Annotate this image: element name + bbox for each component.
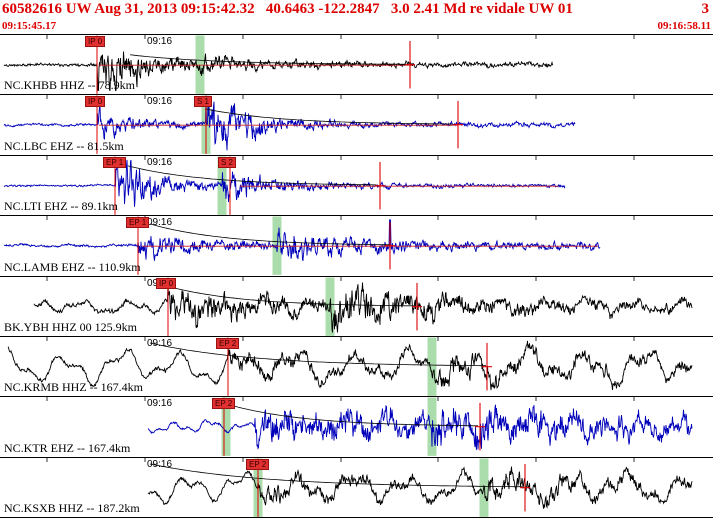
coda-decay-curve [149, 342, 486, 366]
coda-decay-curve [204, 108, 453, 125]
coda-decay-curve [129, 54, 406, 65]
minute-label: 09:16 [147, 36, 173, 47]
pick-flag[interactable]: EP 2 [246, 458, 270, 470]
waveform-trace[interactable] [147, 404, 693, 451]
minute-label: 09:16 [147, 458, 173, 470]
coda-decay-curve [169, 286, 415, 306]
window-end-time: 09:16:58.11 [657, 20, 711, 32]
station-label: NC.LAMB EHZ -- 110.9km [4, 259, 141, 274]
s-window-band [195, 35, 205, 94]
trace-row[interactable]: 09:16 EP 2 NC.KRMB HHZ -- 167.4km [0, 335, 713, 396]
minute-label: 09:16 [147, 217, 173, 229]
station-label: NC.LBC EHZ -- 81.5km [4, 138, 124, 153]
coda-decay-curve [229, 404, 478, 427]
seismogram-canvas[interactable] [0, 397, 713, 457]
station-label: NC.KRMB HHZ -- 167.4km [4, 380, 144, 395]
trace-row[interactable]: 09:16 EP 2 NC.KTR EHZ -- 167.4km [0, 396, 713, 457]
waveform-trace[interactable] [147, 465, 693, 509]
pick-flag[interactable]: S 1 [194, 96, 213, 108]
station-label: NC.LTI EHZ -- 89.1km [4, 199, 118, 214]
coda-decay-curve [127, 165, 377, 186]
pick-flag[interactable]: EP 1 [126, 217, 150, 229]
waveform-trace[interactable] [3, 99, 576, 151]
minute-label: 09:16 [147, 337, 173, 349]
waveform-trace[interactable] [33, 281, 693, 332]
trace-row[interactable]: 09:16 EP 1 S 2 NC.LTI EHZ -- 89.1km [0, 154, 713, 215]
seismogram-canvas[interactable] [0, 336, 713, 396]
station-label: NC.KHBB HHZ -- 78.9km [4, 78, 135, 93]
s-window-band [221, 397, 231, 457]
s-window-band [272, 216, 282, 276]
pick-flag[interactable]: EP 1 [103, 156, 127, 168]
station-label: BK.YBH HHZ 00 125.9km [4, 319, 138, 334]
seismogram-canvas[interactable] [0, 155, 713, 215]
page-number: 3 [701, 1, 710, 17]
seismogram-canvas[interactable] [0, 35, 713, 94]
window-start-time: 09:15:45.17 [2, 20, 57, 32]
s-window-band [427, 337, 437, 396]
trace-row[interactable]: 09:16 EP 2 NC.KSXB HHZ -- 187.2km [0, 456, 713, 517]
minute-label: 09:16 [147, 96, 173, 108]
seismogram-canvas[interactable] [0, 95, 713, 155]
seismogram-canvas[interactable] [0, 216, 713, 276]
coda-decay-curve [149, 223, 391, 246]
trace-panel: 09:16 IP 0 NC.KHBB HHZ -- 78.9km 09:16 IP 0 S… [0, 34, 713, 518]
waveform-trace[interactable] [3, 219, 601, 262]
header: 60582616 UW Aug 31, 2013 09:15:42.32 40.… [0, 0, 713, 33]
waveform-trace[interactable] [7, 340, 693, 391]
pick-flag[interactable]: EP 2 [212, 398, 236, 410]
event-summary: 60582616 UW Aug 31, 2013 09:15:42.32 40.… [2, 1, 573, 17]
station-label: NC.KSXB HHZ -- 187.2km [4, 501, 140, 515]
minute-label: 09:16 [147, 398, 173, 410]
trace-row[interactable]: 09:16 IP 0 NC.KHBB HHZ -- 78.9km [0, 34, 713, 94]
event-header-line: 60582616 UW Aug 31, 2013 09:15:42.32 40.… [0, 0, 713, 19]
trace-row[interactable]: 09:16 IP 0 S 1 NC.LBC EHZ -- 81.5km [0, 94, 713, 155]
station-label: NC.KTR EHZ -- 167.4km [4, 440, 131, 455]
time-window-line: 09:15:45.17 09:16:58.11 [0, 19, 713, 33]
pick-flag[interactable]: IP 0 [85, 96, 106, 108]
pick-flag[interactable]: IP 0 [156, 277, 177, 289]
trace-row[interactable]: 09:16 EP 1 NC.LAMB EHZ -- 110.9km [0, 215, 713, 276]
coda-decay-curve [149, 463, 522, 487]
minute-label: 09:16 [147, 156, 173, 168]
pick-flag[interactable]: S 2 [218, 156, 237, 168]
pick-flag[interactable]: EP 2 [216, 337, 240, 349]
pick-flag[interactable]: IP 0 [85, 36, 106, 47]
